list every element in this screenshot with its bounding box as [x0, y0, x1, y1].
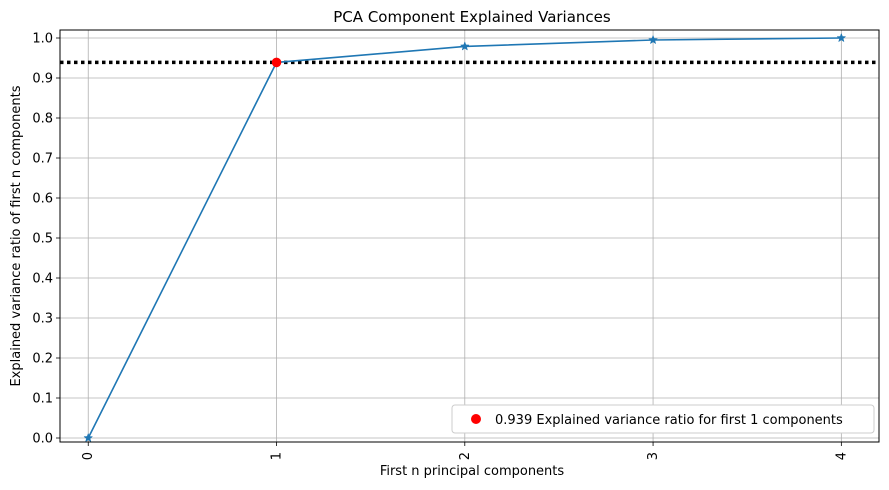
- legend-marker: [471, 414, 481, 424]
- x-tick-label: 4: [834, 452, 849, 460]
- y-tick-label: 0.8: [32, 112, 53, 127]
- y-tick-label: 0.9: [32, 72, 53, 87]
- series-point: [648, 34, 659, 45]
- x-tick-label: 1: [270, 452, 285, 460]
- y-tick-label: 0.4: [32, 272, 53, 287]
- chart-title: PCA Component Explained Variances: [333, 8, 611, 26]
- y-tick-label: 0.3: [32, 312, 53, 327]
- x-tick-label: 0: [81, 452, 96, 460]
- y-tick-label: 0.5: [32, 232, 53, 247]
- x-tick-label: 3: [646, 452, 661, 460]
- legend: 0.939 Explained variance ratio for first…: [451, 404, 875, 434]
- x-axis-ticks: 0 1 2 3 4: [81, 442, 849, 460]
- x-axis-title: First n principal components: [380, 464, 565, 479]
- series-point: [83, 432, 94, 443]
- y-tick-label: 0.7: [32, 152, 53, 167]
- highlight-point: [271, 57, 282, 68]
- y-axis-ticks: 0.0 0.1 0.2 0.3 0.4 0.5 0.6 0.7 0.8 0.9 1.0: [32, 32, 60, 447]
- series-point: [459, 41, 470, 51]
- grid-lines: [60, 30, 879, 442]
- legend-box: [451, 404, 875, 434]
- y-tick-label: 0.1: [32, 392, 53, 407]
- y-tick-label: 0.2: [32, 352, 53, 367]
- highlight-layer: [271, 57, 282, 68]
- y-tick-label: 0.0: [32, 432, 53, 447]
- plot-frame: [59, 29, 880, 443]
- y-tick-label: 0.6: [32, 192, 53, 207]
- y-tick-label: 1.0: [32, 32, 53, 47]
- series-point: [836, 32, 847, 43]
- y-axis-title: Explained variance ratio of first n comp…: [9, 85, 24, 386]
- x-tick-label: 2: [458, 452, 473, 460]
- legend-label: 0.939 Explained variance ratio for first…: [495, 413, 843, 428]
